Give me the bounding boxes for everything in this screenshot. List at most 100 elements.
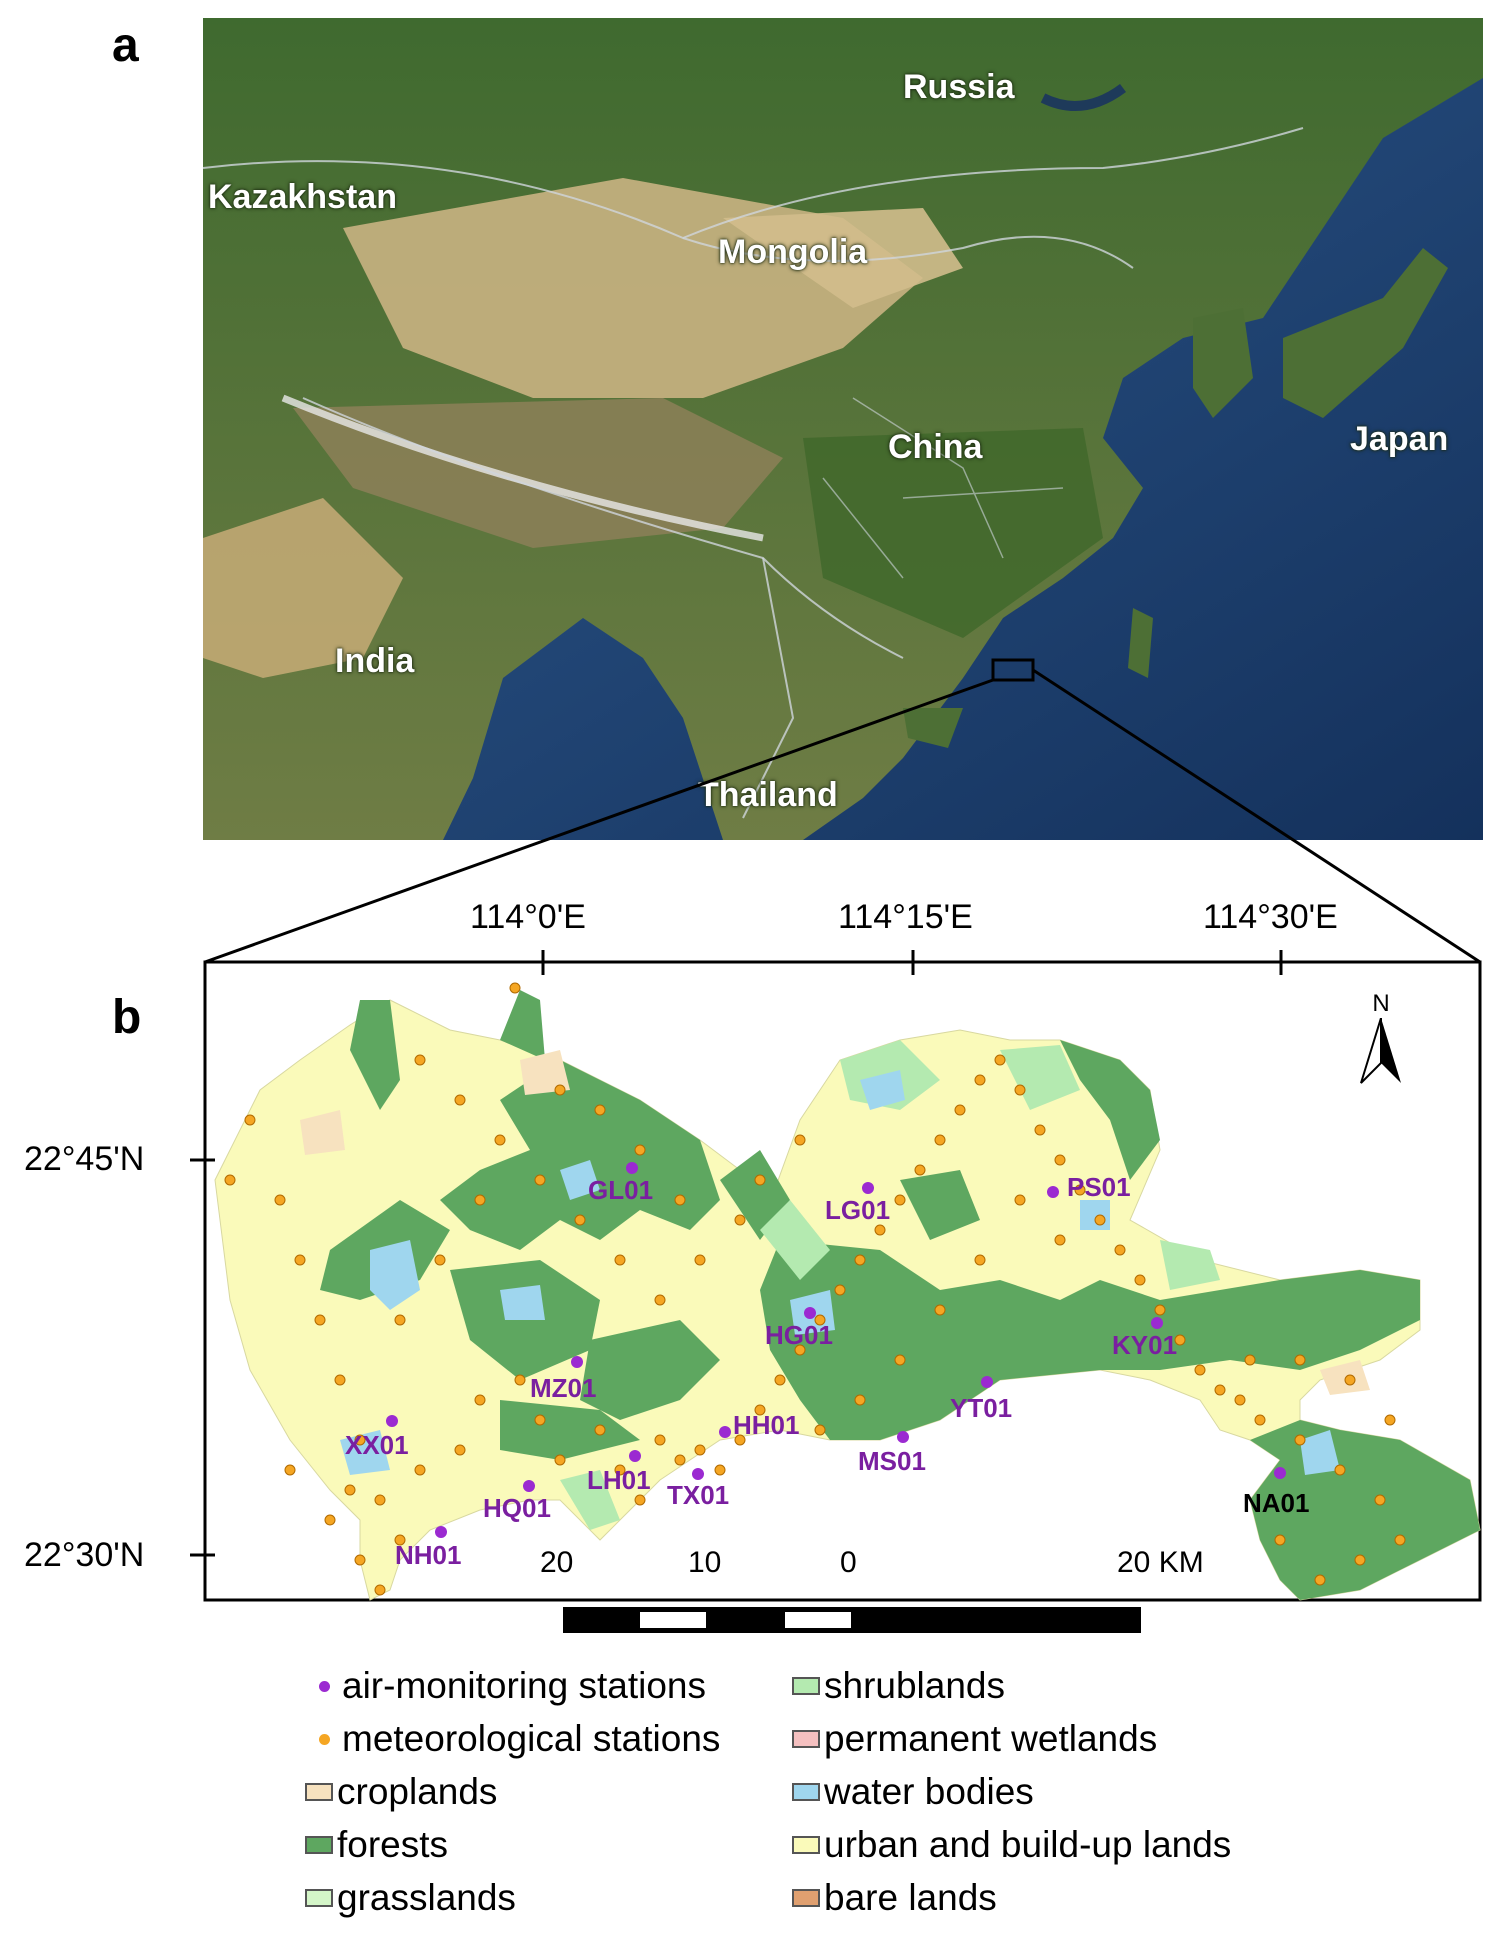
station-label-hg01: HG01 [765,1320,833,1350]
air-monitoring-stations [386,1162,1286,1538]
met-station-marker [794,1134,806,1146]
met-station-marker [554,1454,566,1466]
met-station-marker [354,1434,366,1446]
met-station-marker [894,1194,906,1206]
met-station-marker [1054,1154,1066,1166]
legend-item-croplands: croplands [305,1766,497,1818]
met-station-marker [274,1194,286,1206]
country-label-mongolia: Mongolia [718,233,868,271]
legend-label: croplands [337,1771,498,1812]
legend-item-wetlands: permanent wetlands [792,1713,1157,1765]
swatch-icon [792,1889,820,1907]
met-station-marker [394,1314,406,1326]
met-station-marker [754,1404,766,1416]
met-station-marker [1214,1384,1226,1396]
air-station-marker [981,1376,993,1388]
met-station-marker [614,1254,626,1266]
lon-label: 114°0'E [470,898,586,936]
legend-item-shrublands: shrublands [792,1660,1005,1712]
met-station-marker [754,1174,766,1186]
met-station-marker [454,1444,466,1456]
station-label-ps01: PS01 [1067,1172,1131,1202]
met-station-marker [224,1174,236,1186]
met-station-marker [854,1394,866,1406]
met-station-marker [674,1454,686,1466]
air-station-marker [626,1162,638,1174]
met-station-marker [1294,1354,1306,1366]
met-station-marker [454,1094,466,1106]
met-station-marker [974,1254,986,1266]
met-station-marker [954,1104,966,1116]
met-station-marker [1354,1554,1366,1566]
swatch-icon [792,1730,820,1748]
dot-icon [319,1680,330,1692]
scale-label: 20 [540,1546,574,1579]
met-station-marker [634,1494,646,1506]
air-station-marker [1274,1467,1286,1479]
air-station-marker [435,1526,447,1538]
legend-item-urban: urban and build-up lands [792,1819,1231,1871]
met-station-marker [1134,1274,1146,1286]
legend-label: air-monitoring stations [342,1665,706,1706]
met-station-marker [494,1134,506,1146]
country-label-india: India [335,642,415,680]
lat-label: 22°30'N [24,1536,145,1574]
scale-bar [563,1607,1141,1633]
air-station-marker [386,1415,398,1427]
legend-label: bare lands [824,1877,997,1918]
country-label-thailand: Thailand [698,776,838,814]
station-label-na01: NA01 [1243,1488,1310,1518]
met-station-marker [814,1314,826,1326]
air-station-marker [897,1431,909,1443]
station-label-yt01: YT01 [950,1393,1013,1423]
met-station-marker [394,1534,406,1546]
met-station-marker [1194,1364,1206,1376]
country-label-kazakhstan: Kazakhstan [208,178,397,216]
met-station-marker [1294,1434,1306,1446]
met-station-marker [854,1254,866,1266]
met-station-marker [434,1254,446,1266]
met-station-marker [1094,1214,1106,1226]
met-station-marker [614,1464,626,1476]
station-label-ms01: MS01 [858,1446,926,1476]
met-station-marker [414,1054,426,1066]
met-station-marker [374,1584,386,1596]
met-station-marker [534,1174,546,1186]
met-station-marker [1374,1494,1386,1506]
met-station-marker [1244,1354,1256,1366]
met-station-marker [594,1424,606,1436]
swatch-icon [792,1783,820,1801]
met-station-marker [314,1314,326,1326]
legend-label: meteorological stations [342,1718,721,1759]
legend-label: permanent wetlands [824,1718,1158,1759]
met-station-marker [1054,1234,1066,1246]
air-station-marker [692,1468,704,1480]
met-station-marker [934,1304,946,1316]
met-station-marker [1274,1534,1286,1546]
legend-item-grasslands: grasslands [305,1872,516,1924]
legend-label: forests [337,1824,449,1865]
air-station-marker [629,1450,641,1462]
scale-label: 10 [688,1546,722,1579]
met-station-marker [694,1254,706,1266]
met-station-marker [794,1344,806,1356]
air-station-marker [804,1307,816,1319]
legend-label: water bodies [824,1771,1034,1812]
legend-item-bare: bare lands [792,1872,997,1924]
met-station-marker [774,1374,786,1386]
met-station-marker [914,1164,926,1176]
landuse-map [190,668,1482,1633]
station-label-gl01: GL01 [588,1175,654,1205]
swatch-icon [792,1677,820,1695]
met-station-marker [554,1084,566,1096]
scale-label: 20 KM [1117,1546,1204,1579]
met-station-marker [1014,1194,1026,1206]
met-station-marker [534,1414,546,1426]
station-label-nh01: NH01 [395,1540,462,1570]
station-label-hh01: HH01 [733,1410,800,1440]
met-station-marker [994,1054,1006,1066]
met-station-marker [1034,1124,1046,1136]
met-station-marker [1344,1374,1356,1386]
legend-label: urban and build-up lands [824,1824,1232,1865]
met-station-marker [244,1114,256,1126]
